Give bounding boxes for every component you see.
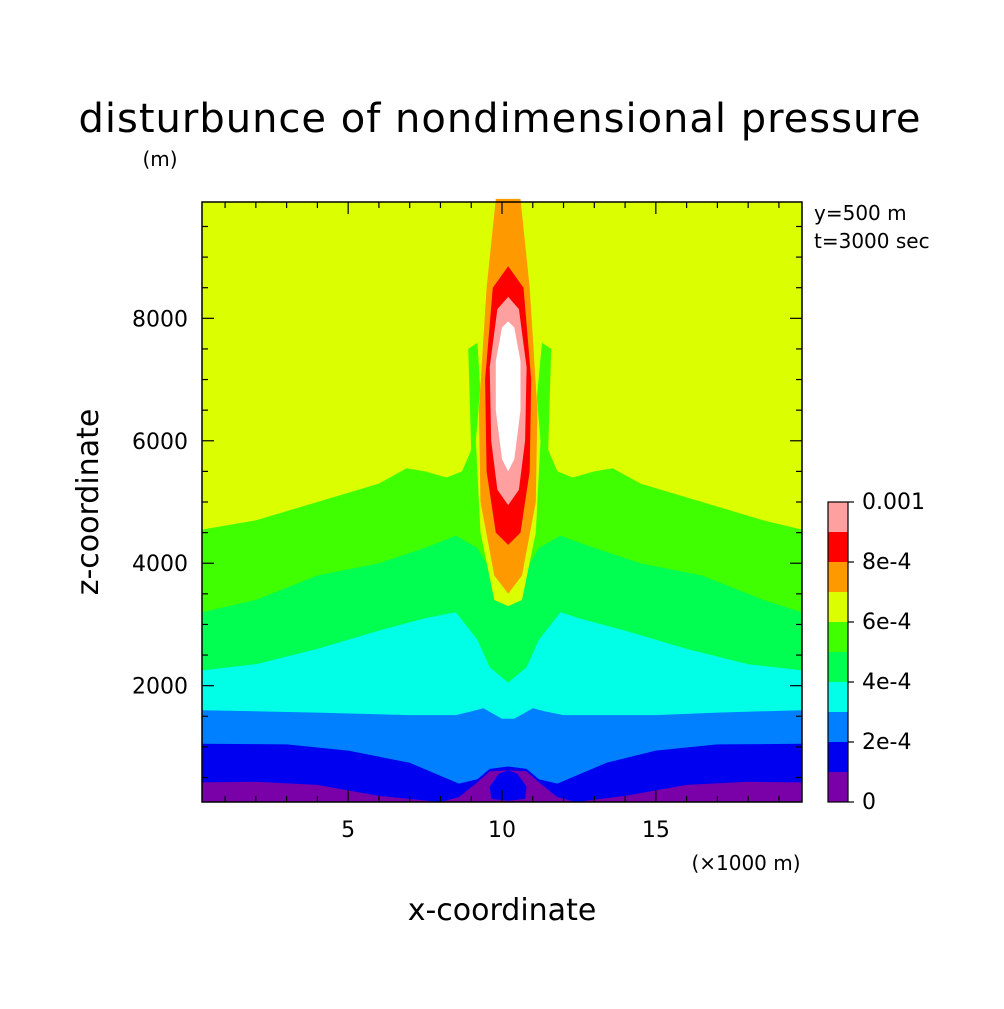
colorbar-swatch bbox=[828, 682, 848, 712]
plot-area: 5 10 15 2000 4000 6000 8000 bbox=[132, 198, 803, 843]
chart-title: disturbunce of nondimensional pressure bbox=[79, 96, 922, 142]
colorbar-swatch bbox=[828, 502, 848, 532]
annotation-t: t=3000 sec bbox=[814, 229, 930, 253]
colorbar-label: 0 bbox=[862, 790, 876, 815]
y-tick-label: 6000 bbox=[132, 430, 188, 455]
annotation-y: y=500 m bbox=[814, 201, 907, 225]
colorbar: 0 2e-4 4e-4 6e-4 8e-4 0.001 bbox=[827, 490, 925, 815]
colorbar-label: 6e-4 bbox=[862, 610, 911, 635]
colorbar-label: 8e-4 bbox=[862, 550, 911, 575]
x-unit: (×1000 m) bbox=[691, 851, 800, 875]
colorbar-label: 0.001 bbox=[862, 490, 925, 515]
colorbar-label: 4e-4 bbox=[862, 670, 911, 695]
x-axis: 5 10 15 bbox=[224, 202, 780, 843]
x-axis-label: x-coordinate bbox=[408, 893, 597, 928]
contour-band bbox=[495, 321, 521, 472]
x-tick-label: 15 bbox=[642, 818, 670, 843]
colorbar-swatch bbox=[828, 532, 848, 562]
y-tick-label: 8000 bbox=[132, 307, 188, 332]
colorbar-swatch bbox=[828, 742, 848, 772]
y-tick-label: 2000 bbox=[132, 675, 188, 700]
colorbar-swatch bbox=[828, 622, 848, 652]
contour-fills bbox=[202, 198, 802, 802]
y-unit: (m) bbox=[142, 147, 177, 171]
colorbar-swatch bbox=[828, 592, 848, 622]
x-tick-label: 5 bbox=[341, 818, 355, 843]
colorbar-label: 2e-4 bbox=[862, 730, 911, 755]
colorbar-swatch bbox=[828, 652, 848, 682]
colorbar-swatch bbox=[828, 562, 848, 592]
colorbar-swatch bbox=[828, 772, 848, 802]
y-axis-label: z-coordinate bbox=[71, 409, 106, 596]
contour-band bbox=[489, 770, 527, 801]
x-tick-label: 10 bbox=[488, 818, 516, 843]
y-axis: 2000 4000 6000 8000 bbox=[132, 225, 802, 779]
colorbar-swatch bbox=[828, 712, 848, 742]
colorbar-frame bbox=[827, 501, 849, 803]
y-tick-label: 4000 bbox=[132, 552, 188, 577]
